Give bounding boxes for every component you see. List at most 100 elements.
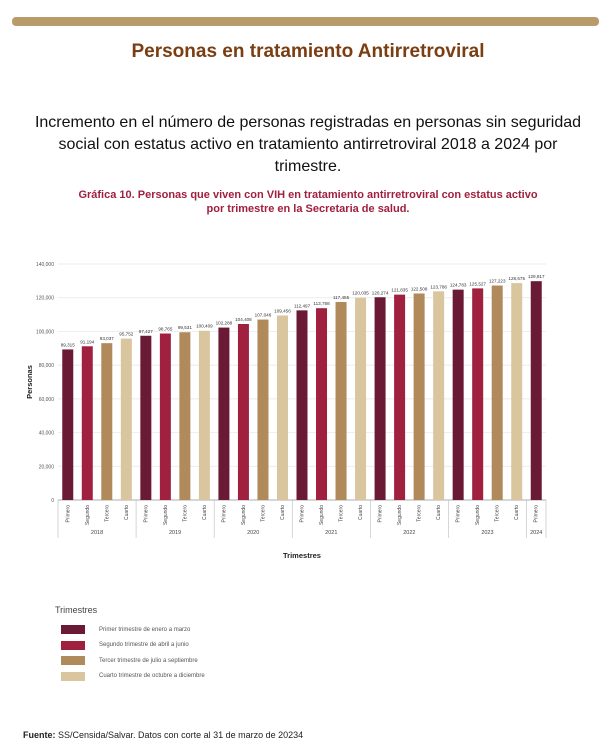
source-text: SS/Censida/Salvar. Datos con corte al 31…: [55, 730, 304, 740]
bar: [179, 332, 191, 500]
data-label: 91,194: [80, 339, 94, 344]
legend-item: Tercer trimestre de julio a septiembre: [61, 653, 205, 669]
x-tick-label: Primero: [456, 505, 462, 523]
bar: [218, 327, 230, 500]
data-label: 121,835: [391, 288, 408, 293]
data-label: 125,527: [469, 281, 486, 286]
x-tick-label: Primero: [534, 505, 540, 523]
x-tick-label: Segundo: [241, 505, 247, 525]
legend-item: Primer trimestre de enero a marzo: [61, 622, 205, 638]
data-label: 93,037: [100, 336, 114, 341]
data-label: 127,223: [489, 279, 506, 284]
data-label: 123,786: [430, 284, 447, 289]
graph-title-line-2: por trimestre en la Secretaria de salud.: [206, 203, 410, 215]
bar-chart: 0 20,000 40,000 60,000 80,000 100,000 120,000 1…: [25, 262, 547, 560]
bar: [394, 294, 406, 500]
data-label: 120,035: [352, 291, 369, 296]
y-tick-label: 60,000: [39, 397, 55, 403]
x-tick-label: Tercero: [339, 505, 345, 522]
data-label: 128,675: [508, 276, 525, 281]
x-year-label: 2019: [169, 530, 181, 536]
legend: Primer trimestre de enero a marzo Segundo…: [61, 622, 205, 684]
x-tick-label: Tercero: [104, 505, 110, 522]
y-tick-label: 80,000: [39, 363, 55, 369]
source-note: Fuente: SS/Censida/Salvar. Datos con cor…: [23, 730, 303, 740]
data-label: 109,456: [274, 308, 291, 313]
x-tick-label: Cuarto: [280, 505, 286, 520]
data-label: 98,765: [158, 327, 172, 332]
legend-item: Segundo trimestre de abril a junio: [61, 638, 205, 654]
legend-swatch: [61, 625, 85, 635]
y-tick-label: 140,000: [36, 262, 54, 268]
legend-swatch: [61, 640, 85, 650]
x-tick-label: Cuarto: [202, 505, 208, 520]
x-year-label: 2024: [530, 530, 542, 536]
x-tick-label: Tercero: [260, 505, 266, 522]
x-year-label: 2020: [247, 530, 259, 536]
bar: [374, 297, 386, 500]
bar: [276, 315, 288, 500]
legend-label: Tercer trimestre de julio a septiembre: [99, 657, 198, 664]
x-tick-label: Cuarto: [514, 505, 520, 520]
bar: [433, 291, 445, 500]
legend-swatch: [61, 671, 85, 681]
y-axis-label: Personas: [25, 365, 34, 399]
legend-label: Segundo trimestre de abril a junio: [99, 642, 189, 649]
x-year-label: 2023: [481, 530, 493, 536]
x-tick-label: Segundo: [475, 505, 481, 525]
data-label: 104,408: [235, 317, 252, 322]
legend-label: Cuarto trimestre de octubre a diciembre: [99, 673, 205, 680]
y-tick-label: 40,000: [39, 431, 55, 437]
x-axis-label: Trimestres: [283, 551, 321, 560]
bar: [472, 288, 484, 500]
page-title: Personas en tratamiento Antirretroviral: [131, 41, 485, 62]
x-tick-label: Tercero: [495, 505, 501, 522]
data-label: 97,427: [139, 329, 153, 334]
data-label: 120,274: [372, 290, 389, 295]
data-label: 117,455: [333, 295, 350, 300]
bar: [452, 289, 464, 500]
legend-swatch: [61, 656, 85, 666]
x-tick-label: Primero: [300, 505, 306, 523]
data-label: 102,288: [216, 321, 233, 326]
x-tick-label: Cuarto: [436, 505, 442, 520]
bar: [530, 281, 542, 500]
legend-title: Trimestres: [55, 605, 98, 615]
data-label: 95,752: [119, 332, 133, 337]
data-label: 99,531: [178, 325, 192, 330]
bar: [491, 285, 503, 500]
bar: [120, 338, 132, 500]
graph-title: Gráfica 10. Personas que viven con VIH e…: [40, 188, 576, 216]
bar: [140, 335, 152, 500]
y-tick-label: 0: [51, 498, 54, 504]
data-label: 107,046: [255, 313, 272, 318]
x-tick-label: Tercero: [182, 505, 188, 522]
data-label: 129,817: [528, 274, 545, 279]
graph-title-line-1: Gráfica 10. Personas que viven con VIH e…: [78, 189, 538, 201]
legend-label: Primer trimestre de enero a marzo: [99, 626, 191, 633]
x-tick-label: Cuarto: [358, 505, 364, 520]
y-tick-label: 100,000: [36, 329, 54, 335]
x-tick-label: Tercero: [417, 505, 423, 522]
x-tick-label: Primero: [143, 505, 149, 523]
x-tick-label: Primero: [378, 505, 384, 523]
bar: [159, 333, 171, 500]
data-label: 100,409: [196, 324, 213, 329]
bar: [413, 293, 425, 500]
x-tick-label: Segundo: [163, 505, 169, 525]
y-tick-label: 120,000: [36, 296, 54, 302]
bar: [335, 302, 347, 500]
top-decorative-bar: [12, 17, 599, 26]
bar: [237, 323, 249, 500]
page-subtitle: Incremento en el número de personas regi…: [34, 114, 582, 175]
bar: [198, 330, 210, 500]
source-label: Fuente:: [23, 730, 56, 740]
data-label: 124,783: [450, 283, 467, 288]
bar: [257, 319, 269, 500]
y-tick-label: 20,000: [39, 464, 55, 470]
x-year-label: 2018: [91, 530, 103, 536]
legend-item: Cuarto trimestre de octubre a diciembre: [61, 669, 205, 685]
data-label: 112,497: [294, 303, 311, 308]
x-year-label: 2021: [325, 530, 337, 536]
x-tick-label: Segundo: [397, 505, 403, 525]
